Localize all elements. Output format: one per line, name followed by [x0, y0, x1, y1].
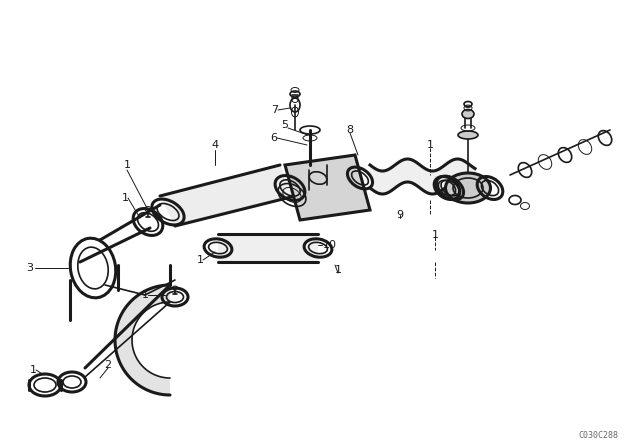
Ellipse shape [458, 131, 478, 139]
Text: 7: 7 [271, 105, 278, 115]
Ellipse shape [445, 173, 490, 203]
Text: 6: 6 [271, 133, 278, 143]
Polygon shape [115, 285, 170, 395]
Text: 1: 1 [141, 290, 148, 300]
Polygon shape [160, 165, 295, 226]
Text: 1: 1 [122, 193, 129, 203]
Text: 1: 1 [196, 255, 204, 265]
Text: 1: 1 [426, 140, 433, 150]
Text: 1: 1 [431, 230, 438, 240]
Text: 5: 5 [282, 120, 289, 130]
Text: 1: 1 [124, 160, 131, 170]
Text: 1: 1 [335, 265, 342, 275]
Text: 2: 2 [104, 360, 111, 370]
Polygon shape [370, 159, 475, 194]
Text: 9: 9 [396, 210, 404, 220]
Ellipse shape [462, 109, 474, 119]
Text: 1: 1 [29, 365, 36, 375]
Text: 8: 8 [346, 125, 353, 135]
Text: 4: 4 [211, 140, 219, 150]
Polygon shape [285, 155, 370, 220]
Text: 10: 10 [323, 240, 337, 250]
Text: 3: 3 [26, 263, 33, 273]
Polygon shape [218, 234, 318, 262]
Text: C030C288: C030C288 [578, 431, 618, 439]
